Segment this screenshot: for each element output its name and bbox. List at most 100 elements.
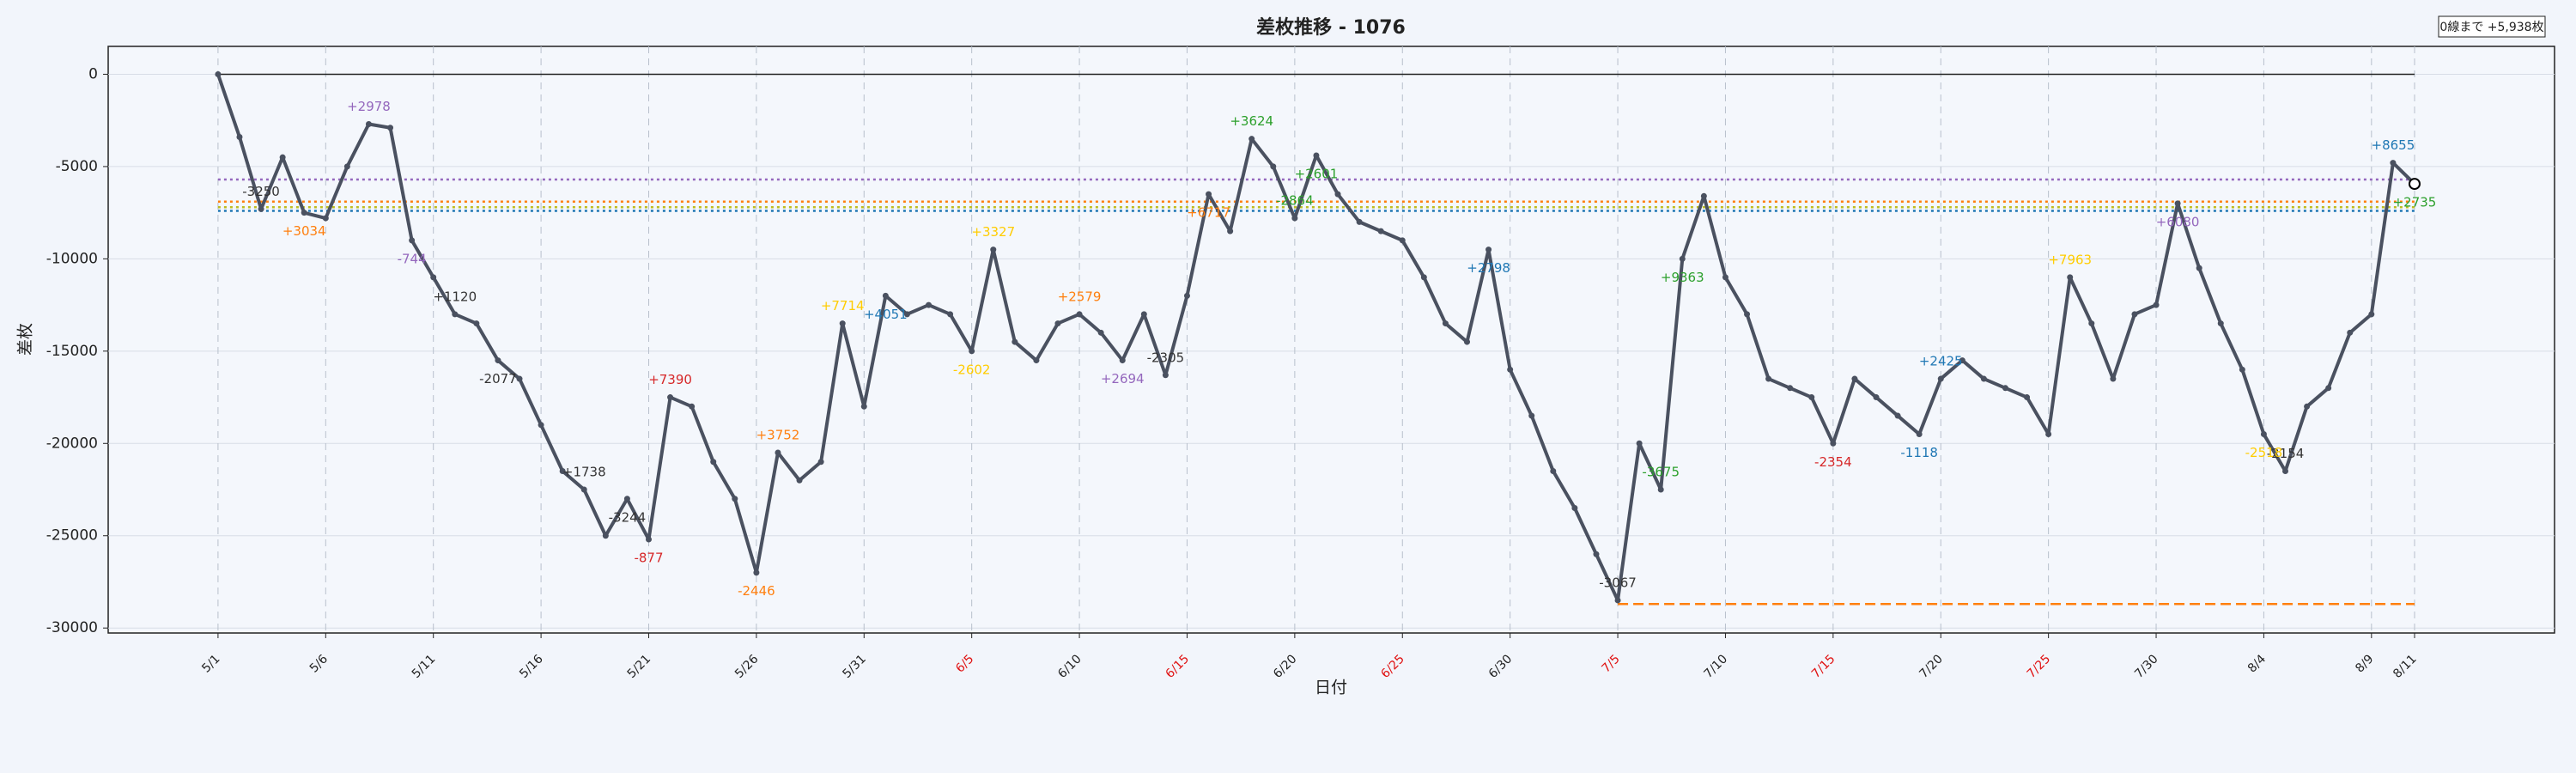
point xyxy=(1054,320,1061,327)
point xyxy=(1033,357,1040,364)
y-tick-label: -25000 xyxy=(46,527,98,545)
point xyxy=(1442,320,1449,327)
point xyxy=(1463,338,1470,345)
point xyxy=(1485,247,1492,253)
annotation: +7390 xyxy=(648,372,692,387)
annotation: +6717 xyxy=(1187,205,1230,221)
point xyxy=(2110,375,2117,382)
x-tick-label: 7/10 xyxy=(1702,652,1731,681)
point xyxy=(817,459,824,466)
point xyxy=(2390,160,2397,167)
point xyxy=(1593,551,1600,557)
annotation: +1738 xyxy=(562,465,606,480)
point xyxy=(409,237,416,244)
annotation: +3624 xyxy=(1230,113,1273,129)
point xyxy=(1894,412,1901,419)
point xyxy=(2282,468,2289,475)
point xyxy=(387,125,394,131)
point xyxy=(1851,375,1858,382)
annotation: +3752 xyxy=(756,428,800,443)
point xyxy=(2131,311,2138,318)
point xyxy=(1765,375,1772,382)
point xyxy=(473,320,480,327)
x-tick-label: 7/5 xyxy=(1599,652,1622,675)
point xyxy=(839,320,846,327)
point xyxy=(1313,152,1320,159)
annotation: -3067 xyxy=(1599,575,1637,590)
point xyxy=(2239,366,2245,373)
point xyxy=(365,120,372,127)
annotation: +4051 xyxy=(864,307,908,322)
annotation: +2425 xyxy=(1919,354,1963,369)
point xyxy=(1916,431,1923,438)
x-tick-label: 8/9 xyxy=(2353,652,2376,675)
point xyxy=(732,496,738,502)
y-tick-label: -10000 xyxy=(46,250,98,267)
x-tick-label: 6/15 xyxy=(1163,652,1193,681)
point xyxy=(1399,237,1406,244)
point xyxy=(343,163,350,170)
point xyxy=(1937,375,1944,382)
point xyxy=(645,536,652,543)
point xyxy=(1012,338,1018,345)
annotation: +3327 xyxy=(971,224,1015,240)
point xyxy=(969,348,975,355)
point xyxy=(2088,320,2095,327)
point xyxy=(2067,274,2074,281)
point xyxy=(1959,357,1965,364)
annotation: +2579 xyxy=(1058,289,1102,304)
x-tick-label: 7/25 xyxy=(2025,652,2054,681)
y-axis-label: 差枚 xyxy=(16,323,35,356)
annotation: -3675 xyxy=(1642,465,1680,480)
point xyxy=(1507,366,1514,373)
point xyxy=(452,311,459,318)
point xyxy=(516,375,523,382)
x-tick-label: 7/15 xyxy=(1809,652,1838,681)
annotation: +9363 xyxy=(1661,270,1704,285)
annotation: +6080 xyxy=(2156,214,2200,229)
point xyxy=(1679,255,1686,262)
point xyxy=(1119,357,1126,364)
x-axis-label: 日付 xyxy=(1315,679,1347,697)
annotation: -2446 xyxy=(738,583,775,599)
point xyxy=(2325,385,2332,392)
point xyxy=(1700,192,1707,199)
point xyxy=(796,477,803,484)
annotation: +1120 xyxy=(433,289,477,304)
point xyxy=(279,154,286,161)
point xyxy=(1657,486,1664,493)
point xyxy=(2217,320,2224,327)
point xyxy=(559,468,566,475)
point xyxy=(1614,597,1621,604)
point xyxy=(2408,178,2421,191)
point xyxy=(775,449,781,456)
annotation: +2601 xyxy=(1295,167,1339,182)
x-tick-label: 6/20 xyxy=(1271,652,1300,681)
point xyxy=(1227,228,1234,234)
annotation: -2154 xyxy=(2267,446,2305,461)
annotation: -2305 xyxy=(1147,350,1185,365)
point xyxy=(1140,311,1147,318)
x-tick-label: 5/16 xyxy=(517,652,546,681)
point xyxy=(1980,375,1987,382)
point xyxy=(215,70,222,77)
point xyxy=(947,311,954,318)
annotation: +2798 xyxy=(1467,260,1510,276)
y-tick-label: 0 xyxy=(88,65,98,82)
point xyxy=(236,134,243,141)
point xyxy=(1334,191,1341,198)
point xyxy=(495,357,501,364)
point xyxy=(1722,274,1728,281)
point xyxy=(2368,311,2375,318)
point xyxy=(1420,274,1427,281)
point xyxy=(2196,265,2202,271)
annotation: -877 xyxy=(634,551,663,566)
annotation: -2864 xyxy=(1276,193,1314,209)
y-tick-label: -15000 xyxy=(46,343,98,360)
point xyxy=(580,486,587,493)
note-box xyxy=(2438,15,2546,38)
annotation: +7714 xyxy=(821,298,865,313)
annotation: +3034 xyxy=(283,223,326,239)
point xyxy=(990,247,997,253)
